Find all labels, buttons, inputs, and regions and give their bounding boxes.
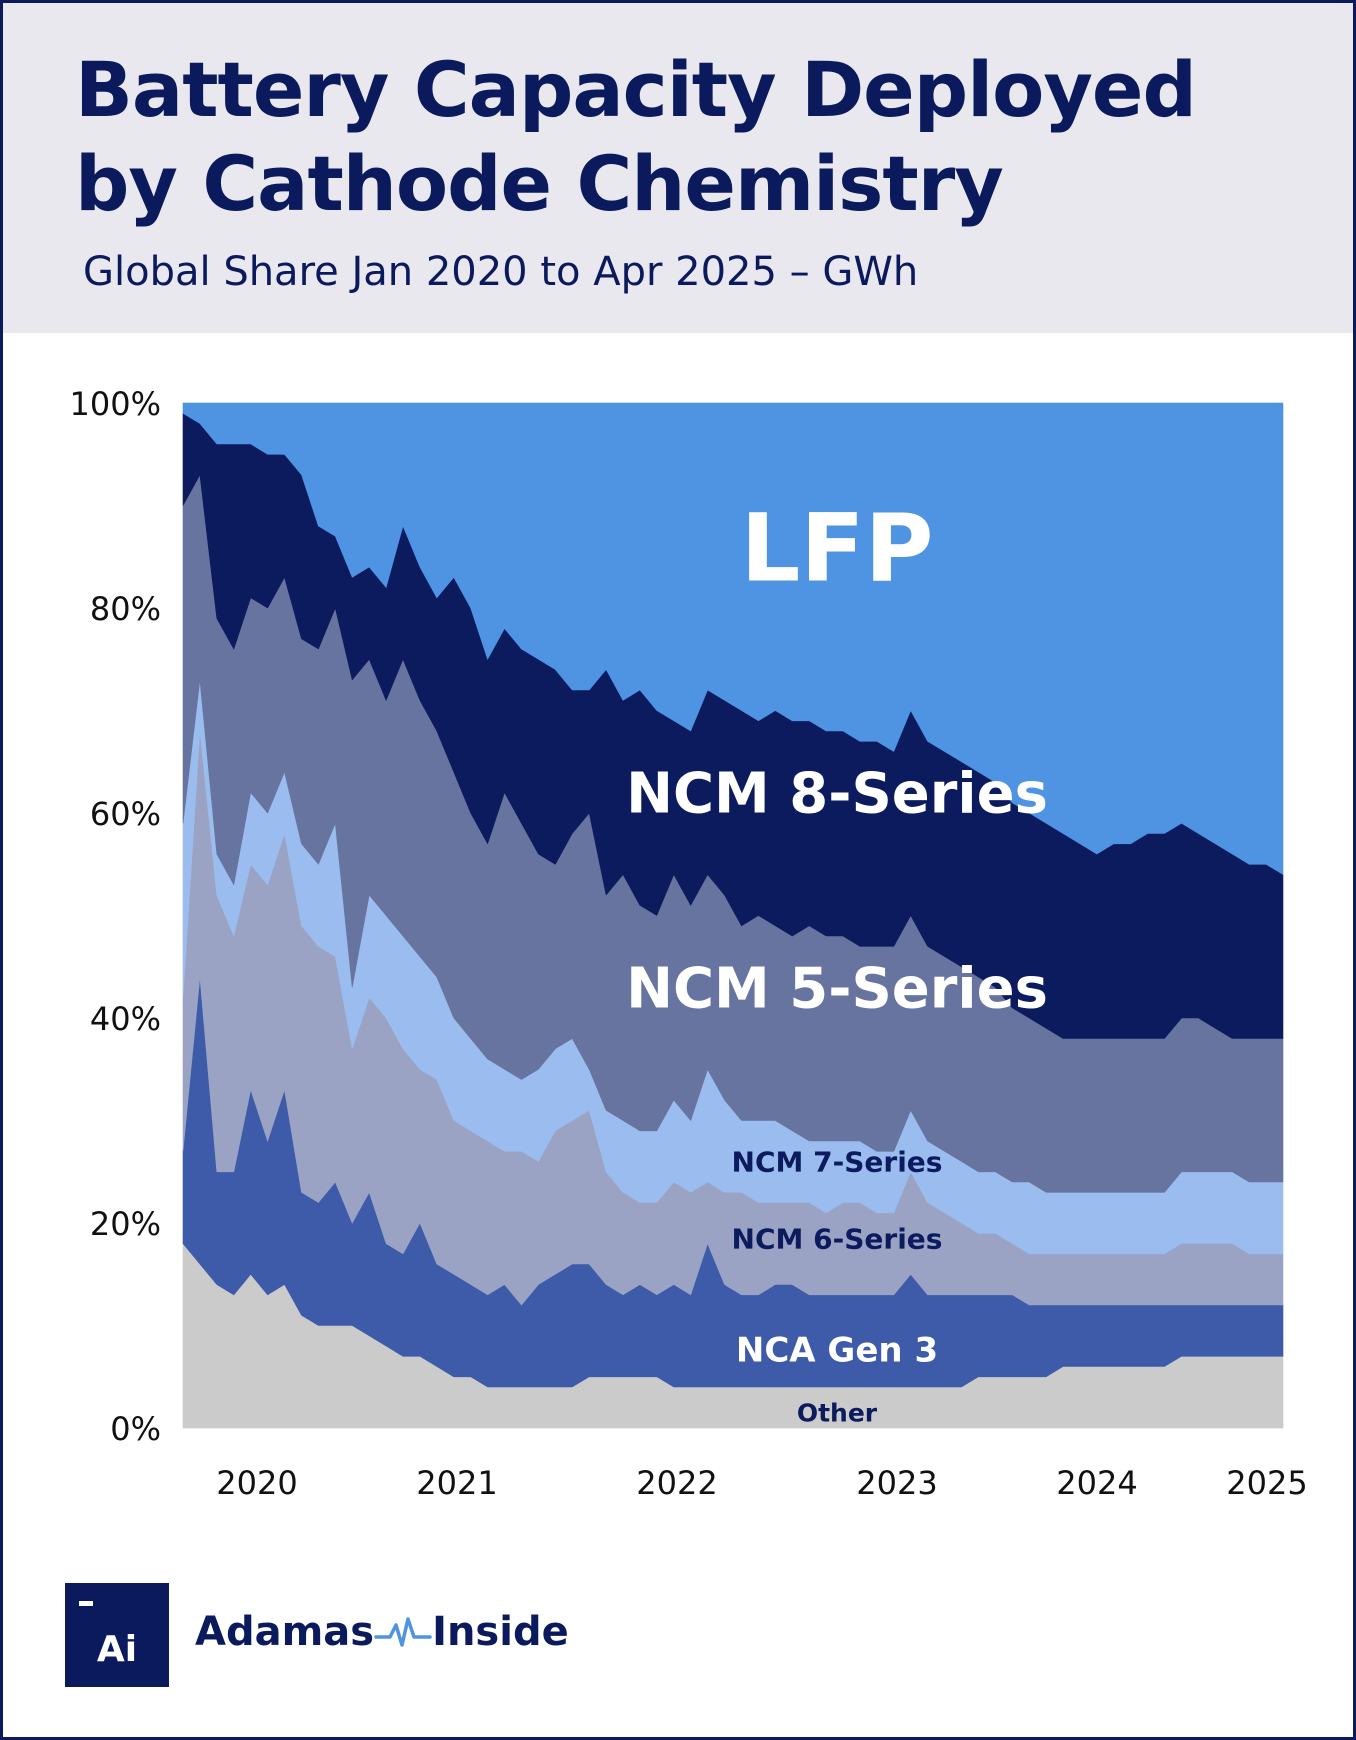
x-tick-label: 2024 <box>1056 1464 1137 1502</box>
logo-text: Ai <box>96 1629 138 1670</box>
brand-name-right: Inside <box>432 1609 569 1655</box>
series-label-ncm-7-series: NCM 7-Series <box>732 1146 943 1179</box>
y-tick-label: 20% <box>90 1205 161 1243</box>
stacked-area-chart: 0%20%40%60%80%100% 2020 2021 2022 2023 2024 2… <box>70 385 1308 1502</box>
series-label-ncm-8-series: NCM 8-Series <box>626 762 1048 827</box>
series-label-ncm-6-series: NCM 6-Series <box>732 1222 943 1255</box>
chart-title: Battery Capacity Deployed by Cathode Che… <box>75 45 1197 228</box>
x-tick-label: 2022 <box>636 1464 717 1502</box>
brand-name-left: Adamas <box>195 1609 375 1655</box>
header: Battery Capacity Deployed by Cathode Che… <box>3 3 1353 333</box>
series-label-lfp: LFP <box>740 494 933 603</box>
x-tick-label: 2025 <box>1226 1464 1307 1502</box>
y-tick-label: 40% <box>90 1000 161 1038</box>
series-label-nca-gen-3: NCA Gen 3 <box>736 1330 938 1370</box>
x-axis: 2020 2021 2022 2023 2024 2025 <box>216 1464 1307 1502</box>
brand-name: Adamas Inside <box>195 1609 569 1655</box>
series-label-ncm-5-series: NCM 5-Series <box>626 956 1048 1021</box>
chart-subtitle: Global Share Jan 2020 to Apr 2025 – GWh <box>83 249 919 295</box>
x-tick-label: 2020 <box>216 1464 297 1502</box>
logo-dash <box>79 1601 93 1606</box>
series-label-other: Other <box>797 1399 878 1428</box>
x-tick-label: 2023 <box>856 1464 937 1502</box>
y-tick-label: 80% <box>90 590 161 628</box>
adamas-logo: Ai <box>65 1583 169 1687</box>
y-axis: 0% 20% 40% 60% 80% 100% <box>70 385 161 1448</box>
pulse-icon <box>374 1617 432 1647</box>
y-tick-label: 60% <box>90 795 161 833</box>
series-labels: LFP NCM 8-Series NCM 5-Series NCM 7-Series N… <box>626 494 1048 1427</box>
series-areas <box>182 402 1284 1429</box>
y-tick-label: 100% <box>70 385 161 423</box>
y-tick-label: 0% <box>110 1410 161 1448</box>
x-tick-label: 2021 <box>416 1464 497 1502</box>
area-lfp <box>182 402 1284 876</box>
